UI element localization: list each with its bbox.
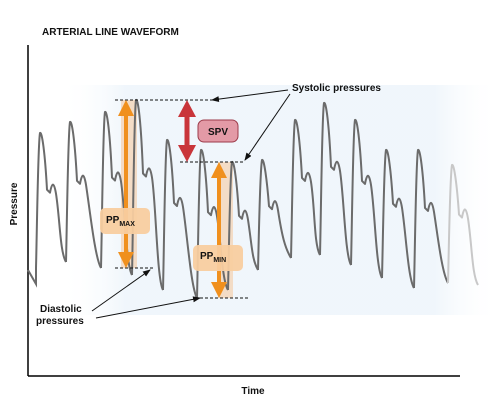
waveform-beat — [162, 138, 198, 299]
waveform-beat — [413, 148, 449, 289]
spv-arrow — [178, 100, 196, 162]
diastolic-pressures-label-line2: pressures — [36, 316, 84, 327]
waveform-beat — [447, 163, 479, 286]
waveform-lead-segment — [27, 268, 37, 288]
systolic-pointer-2 — [244, 93, 291, 161]
waveform-beat — [257, 158, 292, 271]
waveform-beat — [381, 148, 415, 289]
waveform-beat — [319, 101, 352, 266]
waveform-beat — [350, 118, 383, 279]
spv-label-box: SPV — [197, 119, 239, 143]
spv-label: SPV — [208, 127, 228, 138]
waveform-beat — [65, 120, 102, 269]
arterial-waveform — [27, 98, 479, 299]
systolic-pressures-label: Systolic pressures — [292, 83, 381, 94]
svg-text:PPMAX: PPMAX — [106, 215, 135, 228]
chart-title: ARTERIAL LINE WAVEFORM — [42, 27, 179, 38]
diastolic-pointer-2 — [95, 296, 201, 319]
waveform-beat — [290, 118, 321, 259]
diastolic-pressures-label-line1: Diastolic — [40, 304, 82, 315]
pp-min-subscript: MIN — [213, 257, 226, 264]
waveform-beat — [131, 98, 164, 291]
pp-max-label: PP — [106, 215, 120, 226]
y-axis-label: Pressure — [9, 182, 20, 225]
systolic-pointer-1 — [211, 89, 289, 103]
diastolic-pointer-1 — [91, 269, 151, 312]
pp-min-label-box: PPMIN — [193, 245, 243, 271]
pp-max-label-box: PPMAX — [100, 208, 150, 234]
waveform-beat — [227, 160, 259, 291]
svg-text:PPMIN: PPMIN — [200, 251, 226, 264]
pp-min-label: PP — [200, 251, 214, 262]
pp-max-subscript: MAX — [119, 221, 135, 228]
x-axis-label: Time — [241, 386, 265, 397]
waveform-beat — [35, 131, 67, 269]
